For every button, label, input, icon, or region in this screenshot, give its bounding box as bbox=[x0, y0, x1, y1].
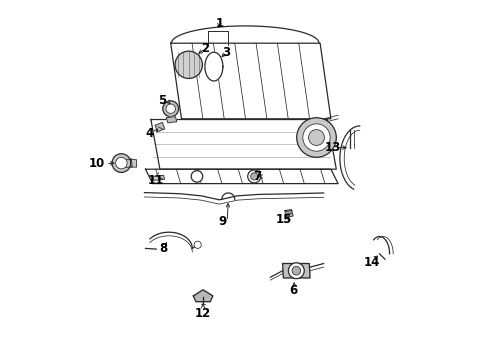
Polygon shape bbox=[284, 210, 292, 217]
Text: 14: 14 bbox=[364, 256, 380, 269]
Circle shape bbox=[112, 154, 130, 172]
Circle shape bbox=[291, 266, 300, 275]
Polygon shape bbox=[130, 159, 136, 167]
Polygon shape bbox=[151, 120, 336, 169]
Text: 4: 4 bbox=[144, 127, 153, 140]
Text: 9: 9 bbox=[218, 215, 226, 228]
Polygon shape bbox=[152, 175, 164, 180]
Circle shape bbox=[302, 124, 329, 151]
Polygon shape bbox=[155, 122, 164, 132]
Text: 10: 10 bbox=[89, 157, 105, 170]
Circle shape bbox=[166, 104, 175, 113]
Circle shape bbox=[296, 118, 336, 157]
Circle shape bbox=[250, 173, 257, 180]
Circle shape bbox=[247, 170, 260, 183]
Text: 5: 5 bbox=[157, 94, 165, 107]
Polygon shape bbox=[193, 290, 212, 302]
Circle shape bbox=[115, 157, 127, 169]
Circle shape bbox=[288, 263, 304, 279]
Text: 11: 11 bbox=[148, 174, 164, 186]
Text: 8: 8 bbox=[159, 242, 167, 255]
Text: 1: 1 bbox=[215, 17, 223, 30]
Circle shape bbox=[163, 101, 178, 117]
Text: 12: 12 bbox=[195, 307, 211, 320]
Text: 7: 7 bbox=[252, 170, 261, 183]
Circle shape bbox=[175, 51, 202, 78]
Text: 3: 3 bbox=[222, 46, 230, 59]
Circle shape bbox=[194, 241, 201, 248]
Polygon shape bbox=[204, 52, 223, 81]
Circle shape bbox=[308, 130, 324, 145]
Polygon shape bbox=[282, 264, 309, 278]
Text: 15: 15 bbox=[275, 213, 292, 226]
Circle shape bbox=[191, 171, 203, 182]
Polygon shape bbox=[118, 159, 132, 168]
Polygon shape bbox=[170, 43, 330, 119]
Polygon shape bbox=[145, 169, 337, 184]
Polygon shape bbox=[166, 117, 177, 123]
Text: 6: 6 bbox=[288, 284, 297, 297]
Text: 13: 13 bbox=[324, 141, 340, 154]
Text: 2: 2 bbox=[201, 42, 208, 55]
